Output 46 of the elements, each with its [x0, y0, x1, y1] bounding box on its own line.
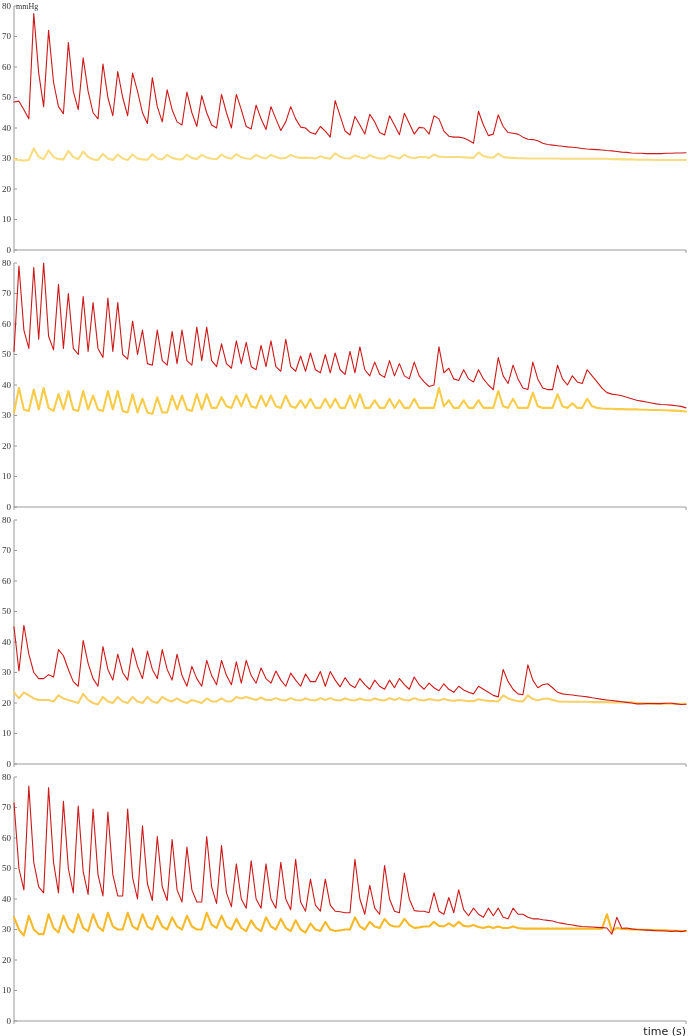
x-axis-title: time (s): [643, 1025, 686, 1036]
y-tick-label: 30: [2, 924, 12, 935]
y-tick-label: 80: [2, 257, 12, 268]
y-tick-label: 10: [2, 985, 12, 996]
y-tick-label: 50: [2, 92, 12, 103]
y-tick-label: 60: [2, 318, 12, 329]
line-series: [12, 911, 688, 937]
line-series: [12, 147, 688, 162]
y-tick-label: 60: [2, 575, 12, 586]
y-tick-label: 60: [2, 61, 12, 72]
y-tick-label: 40: [2, 893, 12, 904]
y-tick-label: 40: [2, 122, 12, 133]
y-tick-label: 40: [2, 379, 12, 390]
y-tick-label: 0: [6, 1015, 12, 1026]
y-tick-label: 40: [2, 636, 12, 647]
y-tick-label: 10: [2, 214, 12, 225]
line-series: [12, 387, 688, 416]
y-tick-label: 10: [2, 728, 12, 739]
y-tick-label: 80: [2, 0, 12, 11]
y-tick-label: 70: [2, 802, 12, 813]
y-tick-label: 50: [2, 606, 12, 617]
y-tick-label: 70: [2, 31, 12, 42]
y-tick-label: 70: [2, 288, 12, 299]
y-tick-label: 20: [2, 183, 12, 194]
y-tick-label: 60: [2, 832, 12, 843]
y-tick-label: 20: [2, 697, 12, 708]
y-tick-label: 0: [6, 244, 12, 255]
y-tick-label: 50: [2, 863, 12, 874]
y-tick-label: 70: [2, 545, 12, 556]
y-axis-title: mmHg: [16, 2, 39, 11]
y-tick-label: 30: [2, 410, 12, 421]
y-tick-label: 50: [2, 349, 12, 360]
y-tick-label: 20: [2, 954, 12, 965]
y-tick-label: 30: [2, 667, 12, 678]
line-series: [13, 785, 687, 935]
y-tick-label: 30: [2, 153, 12, 164]
y-tick-label: 20: [2, 440, 12, 451]
y-tick-label: 0: [6, 758, 12, 769]
line-series: [13, 13, 687, 155]
y-tick-label: 10: [2, 471, 12, 482]
y-tick-label: 80: [2, 514, 12, 525]
line-series: [13, 624, 687, 706]
line-series: [12, 691, 688, 706]
line-series: [13, 262, 687, 409]
y-tick-label: 0: [6, 501, 12, 512]
y-tick-label: 80: [2, 771, 12, 782]
